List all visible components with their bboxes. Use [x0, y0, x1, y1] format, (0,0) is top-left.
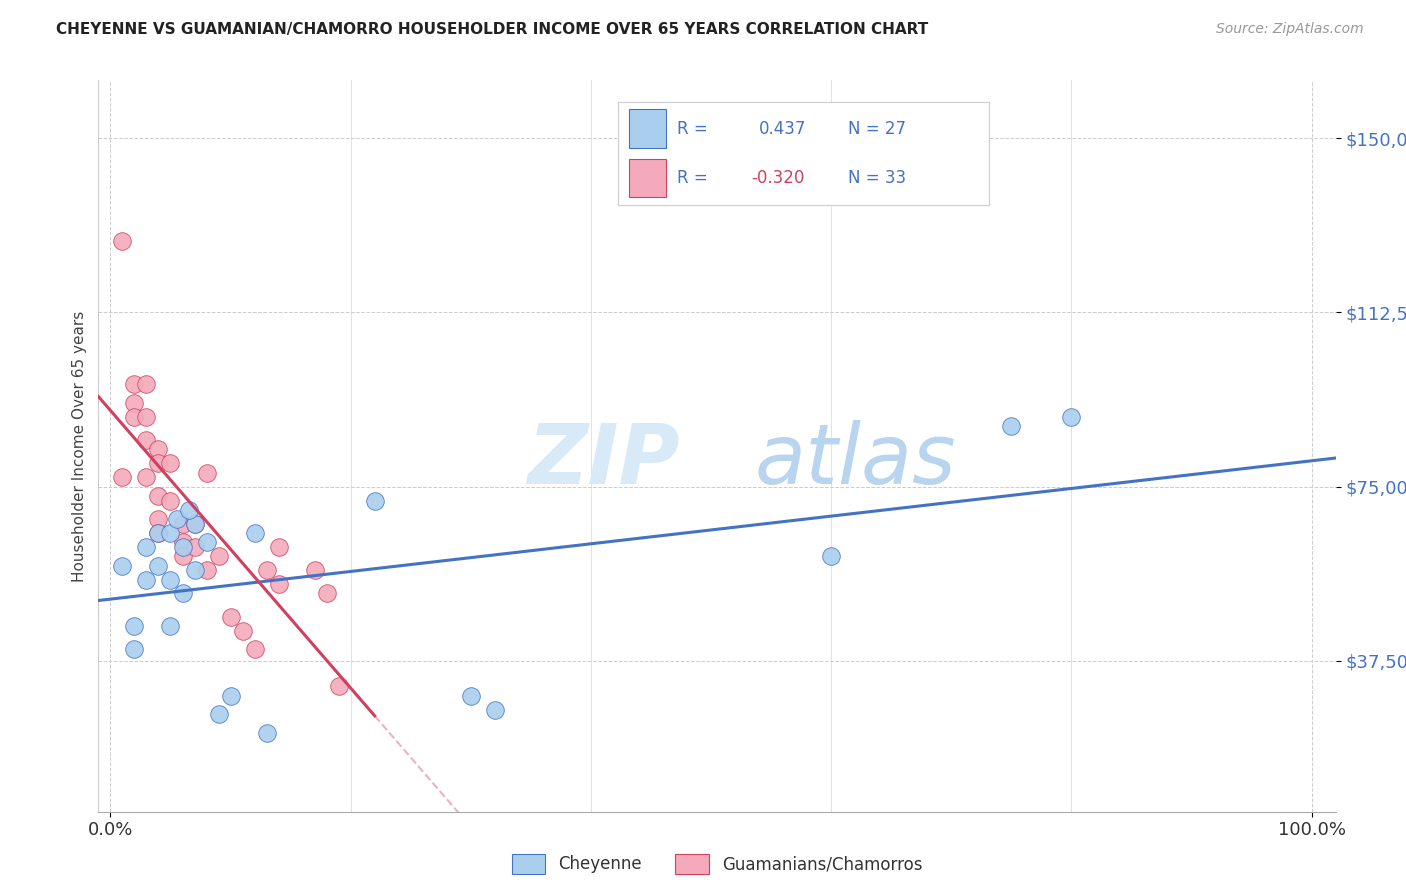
- Point: [1060, 409, 1083, 424]
- Point: [135, 409, 157, 424]
- Text: atlas: atlas: [754, 420, 956, 501]
- Point: [328, 679, 350, 693]
- Point: [243, 642, 266, 657]
- Legend: Cheyenne, Guamanians/Chamorros: Cheyenne, Guamanians/Chamorros: [505, 847, 929, 880]
- Point: [243, 526, 266, 541]
- Point: [304, 563, 326, 577]
- Point: [364, 493, 387, 508]
- Text: CHEYENNE VS GUAMANIAN/CHAMORRO HOUSEHOLDER INCOME OVER 65 YEARS CORRELATION CHAR: CHEYENNE VS GUAMANIAN/CHAMORRO HOUSEHOLD…: [56, 22, 928, 37]
- Point: [159, 493, 181, 508]
- Point: [148, 442, 170, 457]
- Point: [460, 689, 482, 703]
- Point: [148, 526, 170, 541]
- Point: [148, 526, 170, 541]
- Point: [195, 535, 218, 549]
- Point: [172, 549, 194, 564]
- Point: [159, 457, 181, 471]
- Point: [148, 558, 170, 573]
- Point: [135, 377, 157, 392]
- Y-axis label: Householder Income Over 65 years: Householder Income Over 65 years: [72, 310, 87, 582]
- Point: [124, 409, 146, 424]
- Point: [135, 470, 157, 484]
- Point: [484, 702, 506, 716]
- Point: [124, 619, 146, 633]
- Point: [267, 540, 290, 554]
- Point: [183, 516, 205, 531]
- Point: [124, 642, 146, 657]
- Point: [219, 689, 242, 703]
- Point: [111, 558, 134, 573]
- Point: [159, 573, 181, 587]
- Point: [195, 466, 218, 480]
- Point: [207, 549, 229, 564]
- Point: [159, 619, 181, 633]
- Point: [219, 609, 242, 624]
- Text: Source: ZipAtlas.com: Source: ZipAtlas.com: [1216, 22, 1364, 37]
- Point: [177, 503, 200, 517]
- Point: [159, 526, 181, 541]
- Point: [135, 433, 157, 447]
- Point: [124, 377, 146, 392]
- Point: [256, 725, 278, 739]
- Text: ZIP: ZIP: [527, 420, 681, 501]
- Point: [183, 540, 205, 554]
- Point: [820, 549, 842, 564]
- Point: [267, 577, 290, 591]
- Point: [111, 234, 134, 248]
- Point: [172, 535, 194, 549]
- Point: [172, 586, 194, 600]
- Point: [183, 563, 205, 577]
- Point: [256, 563, 278, 577]
- Point: [148, 457, 170, 471]
- Point: [195, 563, 218, 577]
- Point: [1000, 419, 1022, 434]
- Point: [183, 516, 205, 531]
- Point: [135, 540, 157, 554]
- Point: [148, 489, 170, 503]
- Point: [172, 516, 194, 531]
- Point: [124, 396, 146, 410]
- Point: [135, 573, 157, 587]
- Point: [111, 470, 134, 484]
- Point: [207, 707, 229, 722]
- Point: [172, 540, 194, 554]
- Point: [148, 512, 170, 526]
- Point: [232, 624, 254, 638]
- Point: [166, 512, 188, 526]
- Point: [315, 586, 337, 600]
